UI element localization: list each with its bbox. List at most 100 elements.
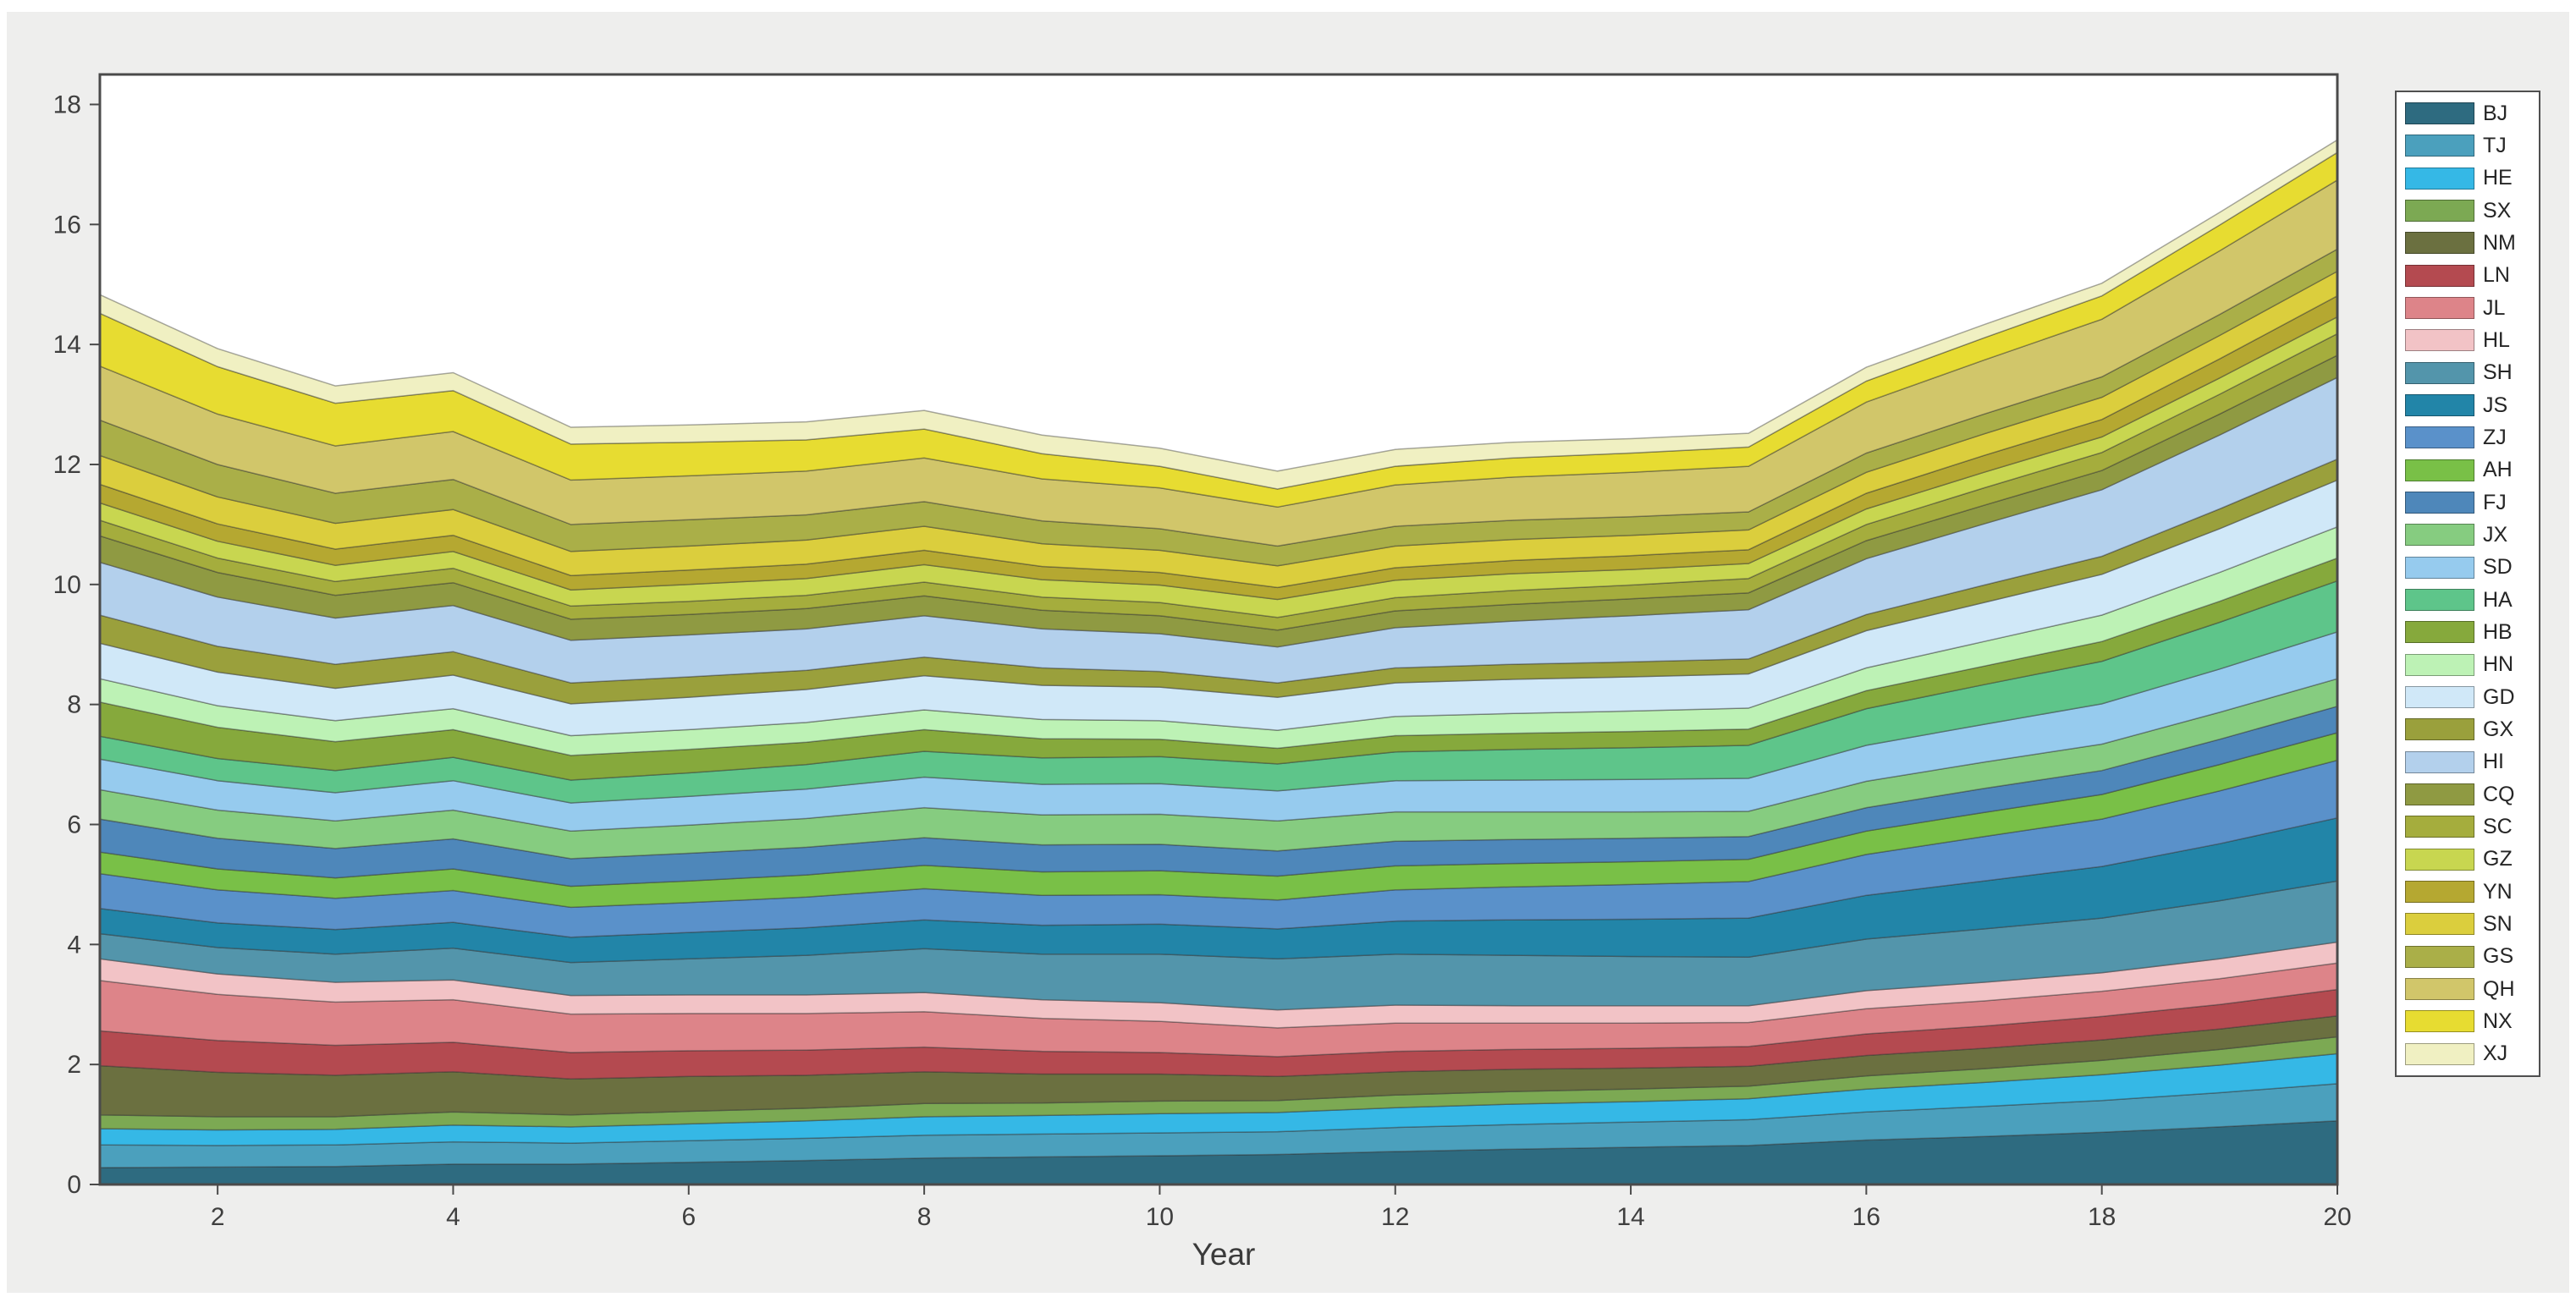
legend-label: NM bbox=[2483, 230, 2516, 255]
legend-item-HL: HL bbox=[2405, 328, 2539, 352]
legend-label: HN bbox=[2483, 652, 2514, 677]
y-tick-label: 4 bbox=[67, 931, 81, 959]
legend-item-SC: SC bbox=[2405, 815, 2539, 838]
legend-swatch-TJ bbox=[2405, 135, 2474, 157]
legend-label: JL bbox=[2483, 295, 2506, 320]
legend-item-SH: SH bbox=[2405, 361, 2539, 385]
legend-swatch-HN bbox=[2405, 653, 2474, 676]
legend-label: YN bbox=[2483, 879, 2513, 904]
legend-item-NX: NX bbox=[2405, 1009, 2539, 1033]
legend-swatch-NM bbox=[2405, 232, 2474, 255]
legend-item-BJ: BJ bbox=[2405, 102, 2539, 125]
legend-item-HA: HA bbox=[2405, 588, 2539, 612]
legend-swatch-GZ bbox=[2405, 848, 2474, 871]
legend-label: HL bbox=[2483, 327, 2510, 352]
legend-item-XJ: XJ bbox=[2405, 1042, 2539, 1066]
legend-swatch-SD bbox=[2405, 556, 2474, 579]
y-tick-label: 14 bbox=[53, 331, 81, 359]
legend-label: SH bbox=[2483, 360, 2513, 385]
legend-item-HN: HN bbox=[2405, 653, 2539, 677]
legend-swatch-HL bbox=[2405, 329, 2474, 352]
y-tick-label: 0 bbox=[67, 1171, 81, 1199]
legend-label: ZJ bbox=[2483, 425, 2507, 449]
legend-label: QH bbox=[2483, 976, 2515, 1001]
legend-swatch-CQ bbox=[2405, 783, 2474, 806]
legend-swatch-GX bbox=[2405, 718, 2474, 741]
legend-item-LN: LN bbox=[2405, 264, 2539, 288]
legend-label: HI bbox=[2483, 750, 2504, 774]
legend-swatch-JL bbox=[2405, 297, 2474, 320]
legend-item-HE: HE bbox=[2405, 167, 2539, 190]
legend-label: GZ bbox=[2483, 847, 2513, 871]
x-tick-label: 2 bbox=[211, 1203, 225, 1231]
y-tick-label: 12 bbox=[53, 451, 81, 479]
legend-item-SX: SX bbox=[2405, 199, 2539, 223]
legend-label: TJ bbox=[2483, 133, 2507, 157]
legend-label: HE bbox=[2483, 166, 2513, 190]
y-tick-label: 8 bbox=[67, 691, 81, 719]
legend-label: SX bbox=[2483, 198, 2512, 223]
legend-item-AH: AH bbox=[2405, 459, 2539, 482]
legend-item-SN: SN bbox=[2405, 912, 2539, 936]
legend: BJ TJ HE SX NM LN JL HL SH JS ZJ AH FJ JX SD HA HB HN GD GX… bbox=[2395, 91, 2540, 1077]
legend-item-FJ: FJ bbox=[2405, 491, 2539, 514]
x-tick-label: 18 bbox=[2088, 1203, 2116, 1231]
legend-swatch-ZJ bbox=[2405, 426, 2474, 449]
legend-label: XJ bbox=[2483, 1041, 2508, 1066]
legend-swatch-XJ bbox=[2405, 1042, 2474, 1065]
y-tick-label: 16 bbox=[53, 211, 81, 239]
legend-item-JS: JS bbox=[2405, 393, 2539, 417]
x-tick-label: 8 bbox=[917, 1203, 932, 1231]
legend-swatch-NX bbox=[2405, 1010, 2474, 1033]
legend-swatch-SH bbox=[2405, 361, 2474, 384]
legend-swatch-SX bbox=[2405, 200, 2474, 223]
legend-swatch-HB bbox=[2405, 621, 2474, 644]
x-tick-label: 16 bbox=[1852, 1203, 1880, 1231]
legend-swatch-AH bbox=[2405, 459, 2474, 481]
legend-swatch-LN bbox=[2405, 264, 2474, 287]
legend-swatch-YN bbox=[2405, 881, 2474, 904]
legend-label: HA bbox=[2483, 587, 2513, 612]
x-axis-label: Year bbox=[1192, 1237, 1256, 1272]
legend-swatch-BJ bbox=[2405, 102, 2474, 125]
legend-swatch-SC bbox=[2405, 816, 2474, 838]
legend-item-HI: HI bbox=[2405, 750, 2539, 774]
legend-item-GZ: GZ bbox=[2405, 848, 2539, 871]
legend-item-NM: NM bbox=[2405, 231, 2539, 255]
legend-item-ZJ: ZJ bbox=[2405, 426, 2539, 449]
legend-swatch-GS bbox=[2405, 945, 2474, 968]
legend-swatch-JX bbox=[2405, 524, 2474, 547]
legend-swatch-HA bbox=[2405, 589, 2474, 612]
legend-label: SC bbox=[2483, 814, 2513, 838]
legend-label: BJ bbox=[2483, 101, 2508, 125]
legend-item-JL: JL bbox=[2405, 296, 2539, 320]
y-tick-label: 6 bbox=[67, 811, 81, 838]
legend-label: GD bbox=[2483, 684, 2515, 709]
axes-box bbox=[98, 73, 2339, 1186]
legend-label: GS bbox=[2483, 944, 2514, 969]
legend-item-CQ: CQ bbox=[2405, 783, 2539, 806]
legend-label: LN bbox=[2483, 263, 2510, 288]
legend-label: GX bbox=[2483, 717, 2514, 741]
legend-label: SD bbox=[2483, 555, 2513, 580]
x-tick-label: 4 bbox=[446, 1203, 460, 1231]
legend-label: AH bbox=[2483, 458, 2513, 482]
legend-swatch-GD bbox=[2405, 686, 2474, 709]
legend-item-GD: GD bbox=[2405, 685, 2539, 709]
legend-item-QH: QH bbox=[2405, 977, 2539, 1001]
x-tick-label: 14 bbox=[1616, 1203, 1644, 1231]
x-tick-label: 10 bbox=[1146, 1203, 1174, 1231]
legend-swatch-JS bbox=[2405, 394, 2474, 417]
legend-item-GS: GS bbox=[2405, 945, 2539, 969]
legend-item-SD: SD bbox=[2405, 556, 2539, 580]
legend-label: CQ bbox=[2483, 782, 2515, 806]
legend-swatch-HE bbox=[2405, 167, 2474, 190]
legend-swatch-QH bbox=[2405, 978, 2474, 1001]
y-tick-label: 10 bbox=[53, 571, 81, 599]
legend-item-TJ: TJ bbox=[2405, 134, 2539, 157]
y-tick-label: 2 bbox=[67, 1051, 81, 1079]
legend-label: SN bbox=[2483, 911, 2513, 936]
legend-label: JX bbox=[2483, 522, 2508, 547]
legend-item-GX: GX bbox=[2405, 717, 2539, 741]
